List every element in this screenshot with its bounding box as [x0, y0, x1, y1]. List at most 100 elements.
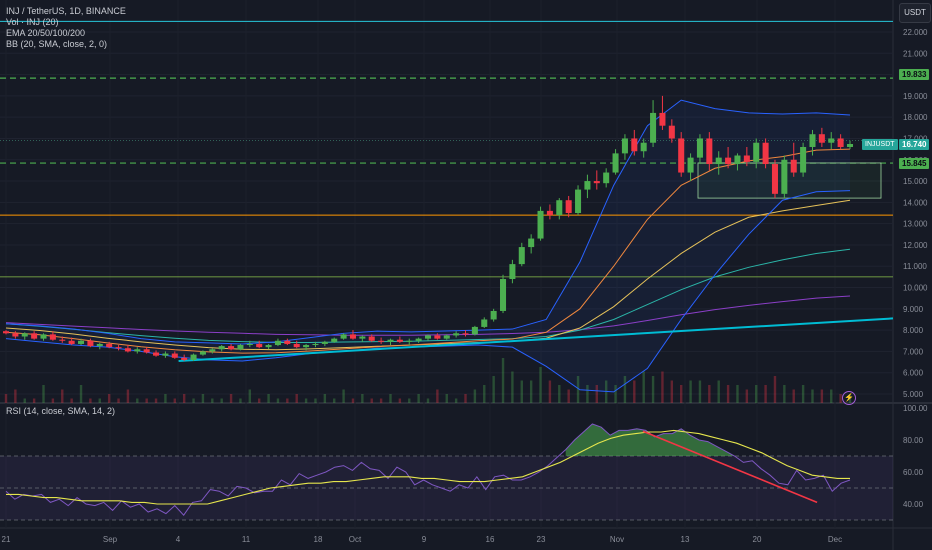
price-axis-tick: 14.000 [903, 198, 928, 207]
volume-bar [464, 394, 467, 403]
candle-body [2, 331, 10, 334]
candle-body [368, 336, 375, 341]
candle-body [106, 343, 113, 348]
price-axis-tick: 22.000 [903, 28, 928, 37]
volume-bar [398, 398, 402, 403]
candle-body [331, 338, 338, 342]
volume-bar [492, 376, 495, 403]
volume-bar [220, 398, 223, 403]
rsi-legend[interactable]: RSI (14, close, SMA, 14, 2) [6, 406, 116, 416]
time-axis-tick: Sep [103, 535, 118, 544]
candle-body [143, 349, 150, 353]
volume-bar [201, 394, 205, 403]
candle-body [696, 138, 703, 158]
rsi-trendline [642, 430, 818, 504]
volume-bar [454, 398, 458, 403]
candle-body [87, 340, 94, 347]
volume-bar [483, 385, 486, 403]
rsi-pane-background [0, 404, 893, 528]
time-axis-tick: Nov [610, 535, 624, 544]
candle-body [762, 142, 769, 165]
candle-body [162, 353, 169, 356]
volume-bar [239, 398, 242, 403]
candle-body [612, 153, 619, 173]
rsi-ma-line [6, 429, 850, 505]
volume-bar [136, 398, 139, 403]
rsi-axis-tick: 60.00 [903, 468, 924, 477]
candle-body [565, 200, 572, 213]
candle-body [190, 354, 197, 360]
volume-bar [595, 385, 598, 403]
volume-bar [182, 394, 186, 403]
time-axis-tick: Dec [828, 535, 842, 544]
volume-bar [173, 398, 176, 403]
candle-body [725, 157, 732, 165]
candle-body [453, 333, 460, 336]
bb-fill [6, 100, 850, 392]
candle-body [284, 340, 291, 344]
candle-body [171, 353, 178, 358]
volume-bar [670, 380, 674, 403]
volume-bar [370, 398, 373, 403]
candle-body [471, 326, 478, 335]
volume-bar [436, 389, 439, 403]
candle-body [659, 112, 666, 126]
volume-bar [361, 394, 364, 403]
volume-bar [14, 389, 17, 403]
candle-body [78, 340, 85, 344]
candle-body [396, 339, 403, 342]
volume-bar [276, 398, 280, 403]
candle-body [378, 340, 385, 342]
candle-body [274, 340, 281, 346]
volume-bar [23, 398, 26, 403]
volume-bar [839, 394, 842, 403]
price-axis-tick: 15.000 [903, 177, 928, 186]
candle-body [68, 340, 75, 344]
time-axis-tick: 23 [537, 535, 546, 544]
volume-bar [145, 398, 148, 403]
candle-body [312, 343, 319, 346]
volume-bar [830, 389, 833, 403]
volume-bar [42, 385, 45, 403]
candle-body [753, 142, 760, 162]
volume-bar [286, 398, 289, 403]
candle-body [546, 210, 553, 216]
candle-body [593, 181, 600, 184]
volume-bar [726, 385, 730, 403]
candle-body [743, 155, 750, 162]
volume-bar [98, 398, 101, 403]
price-axis-tick: 12.000 [903, 241, 928, 250]
price-axis-tick: 9.000 [903, 305, 924, 314]
volume-bar [520, 380, 523, 403]
volume-bar [154, 398, 158, 403]
price-axis-tick: 7.000 [903, 347, 924, 356]
price-axis-tick: 17.000 [903, 134, 928, 143]
symbol-title[interactable]: INJ / TetherUS, 1D, BINANCE [6, 6, 126, 16]
volume-bar [351, 398, 355, 403]
price-axis-tick: 19.000 [903, 92, 928, 101]
volume-bar [107, 394, 111, 403]
candle-body [359, 336, 366, 339]
indicator-ema[interactable]: EMA 20/50/100/200 [6, 28, 86, 38]
candle-body [715, 157, 722, 165]
candle-body [518, 247, 525, 265]
volume-bar [661, 371, 664, 403]
indicator-bb[interactable]: BB (20, SMA, close, 2, 0) [6, 39, 108, 49]
lightning-icon[interactable]: ⚡ [842, 391, 856, 405]
candle-body [462, 333, 469, 335]
time-axis-tick: Oct [349, 535, 362, 544]
time-axis-tick: 21 [2, 535, 11, 544]
candle-body [631, 138, 638, 152]
candle-body [678, 138, 685, 173]
currency-button[interactable]: USDT [899, 3, 931, 23]
indicator-volume[interactable]: Vol · INJ (20) [6, 17, 59, 27]
volume-bar [426, 398, 430, 403]
time-axis-tick: 13 [681, 535, 690, 544]
candle-body [528, 238, 535, 248]
candle-body [124, 348, 131, 352]
price-trendline [178, 317, 894, 362]
candle-body [809, 134, 816, 147]
candle-body [321, 341, 328, 344]
volume-bar [192, 398, 195, 403]
